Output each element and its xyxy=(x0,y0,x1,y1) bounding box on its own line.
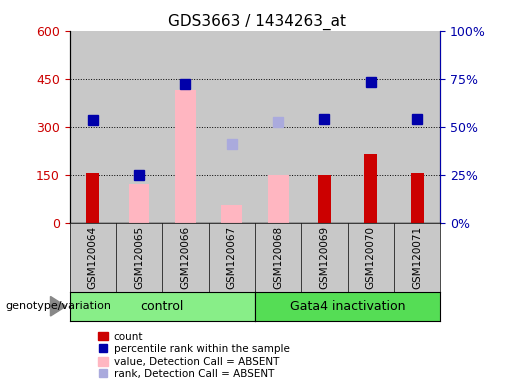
Bar xyxy=(394,31,440,223)
Bar xyxy=(70,31,116,223)
Text: GSM120071: GSM120071 xyxy=(412,226,422,289)
Legend: count, percentile rank within the sample, value, Detection Call = ABSENT, rank, : count, percentile rank within the sample… xyxy=(98,332,289,379)
Bar xyxy=(175,90,196,223)
Bar xyxy=(301,31,348,223)
Bar xyxy=(209,31,255,223)
Bar xyxy=(268,175,288,223)
Text: GSM120066: GSM120066 xyxy=(180,226,191,289)
Bar xyxy=(348,31,394,223)
Bar xyxy=(318,175,331,223)
Bar xyxy=(364,154,377,223)
Text: genotype/variation: genotype/variation xyxy=(5,301,111,311)
Bar xyxy=(221,205,242,223)
Text: GDS3663 / 1434263_at: GDS3663 / 1434263_at xyxy=(168,13,347,30)
Polygon shape xyxy=(50,296,66,316)
Text: control: control xyxy=(141,300,184,313)
Bar xyxy=(162,31,209,223)
Bar xyxy=(116,31,162,223)
Text: GSM120065: GSM120065 xyxy=(134,226,144,289)
Bar xyxy=(410,173,424,223)
Bar xyxy=(129,184,149,223)
Text: GSM120068: GSM120068 xyxy=(273,226,283,289)
Text: GSM120064: GSM120064 xyxy=(88,226,98,289)
Text: Gata4 inactivation: Gata4 inactivation xyxy=(290,300,405,313)
Bar xyxy=(255,31,301,223)
Bar xyxy=(86,173,99,223)
Text: GSM120070: GSM120070 xyxy=(366,226,376,289)
Text: GSM120069: GSM120069 xyxy=(319,226,330,289)
Text: GSM120067: GSM120067 xyxy=(227,226,237,289)
